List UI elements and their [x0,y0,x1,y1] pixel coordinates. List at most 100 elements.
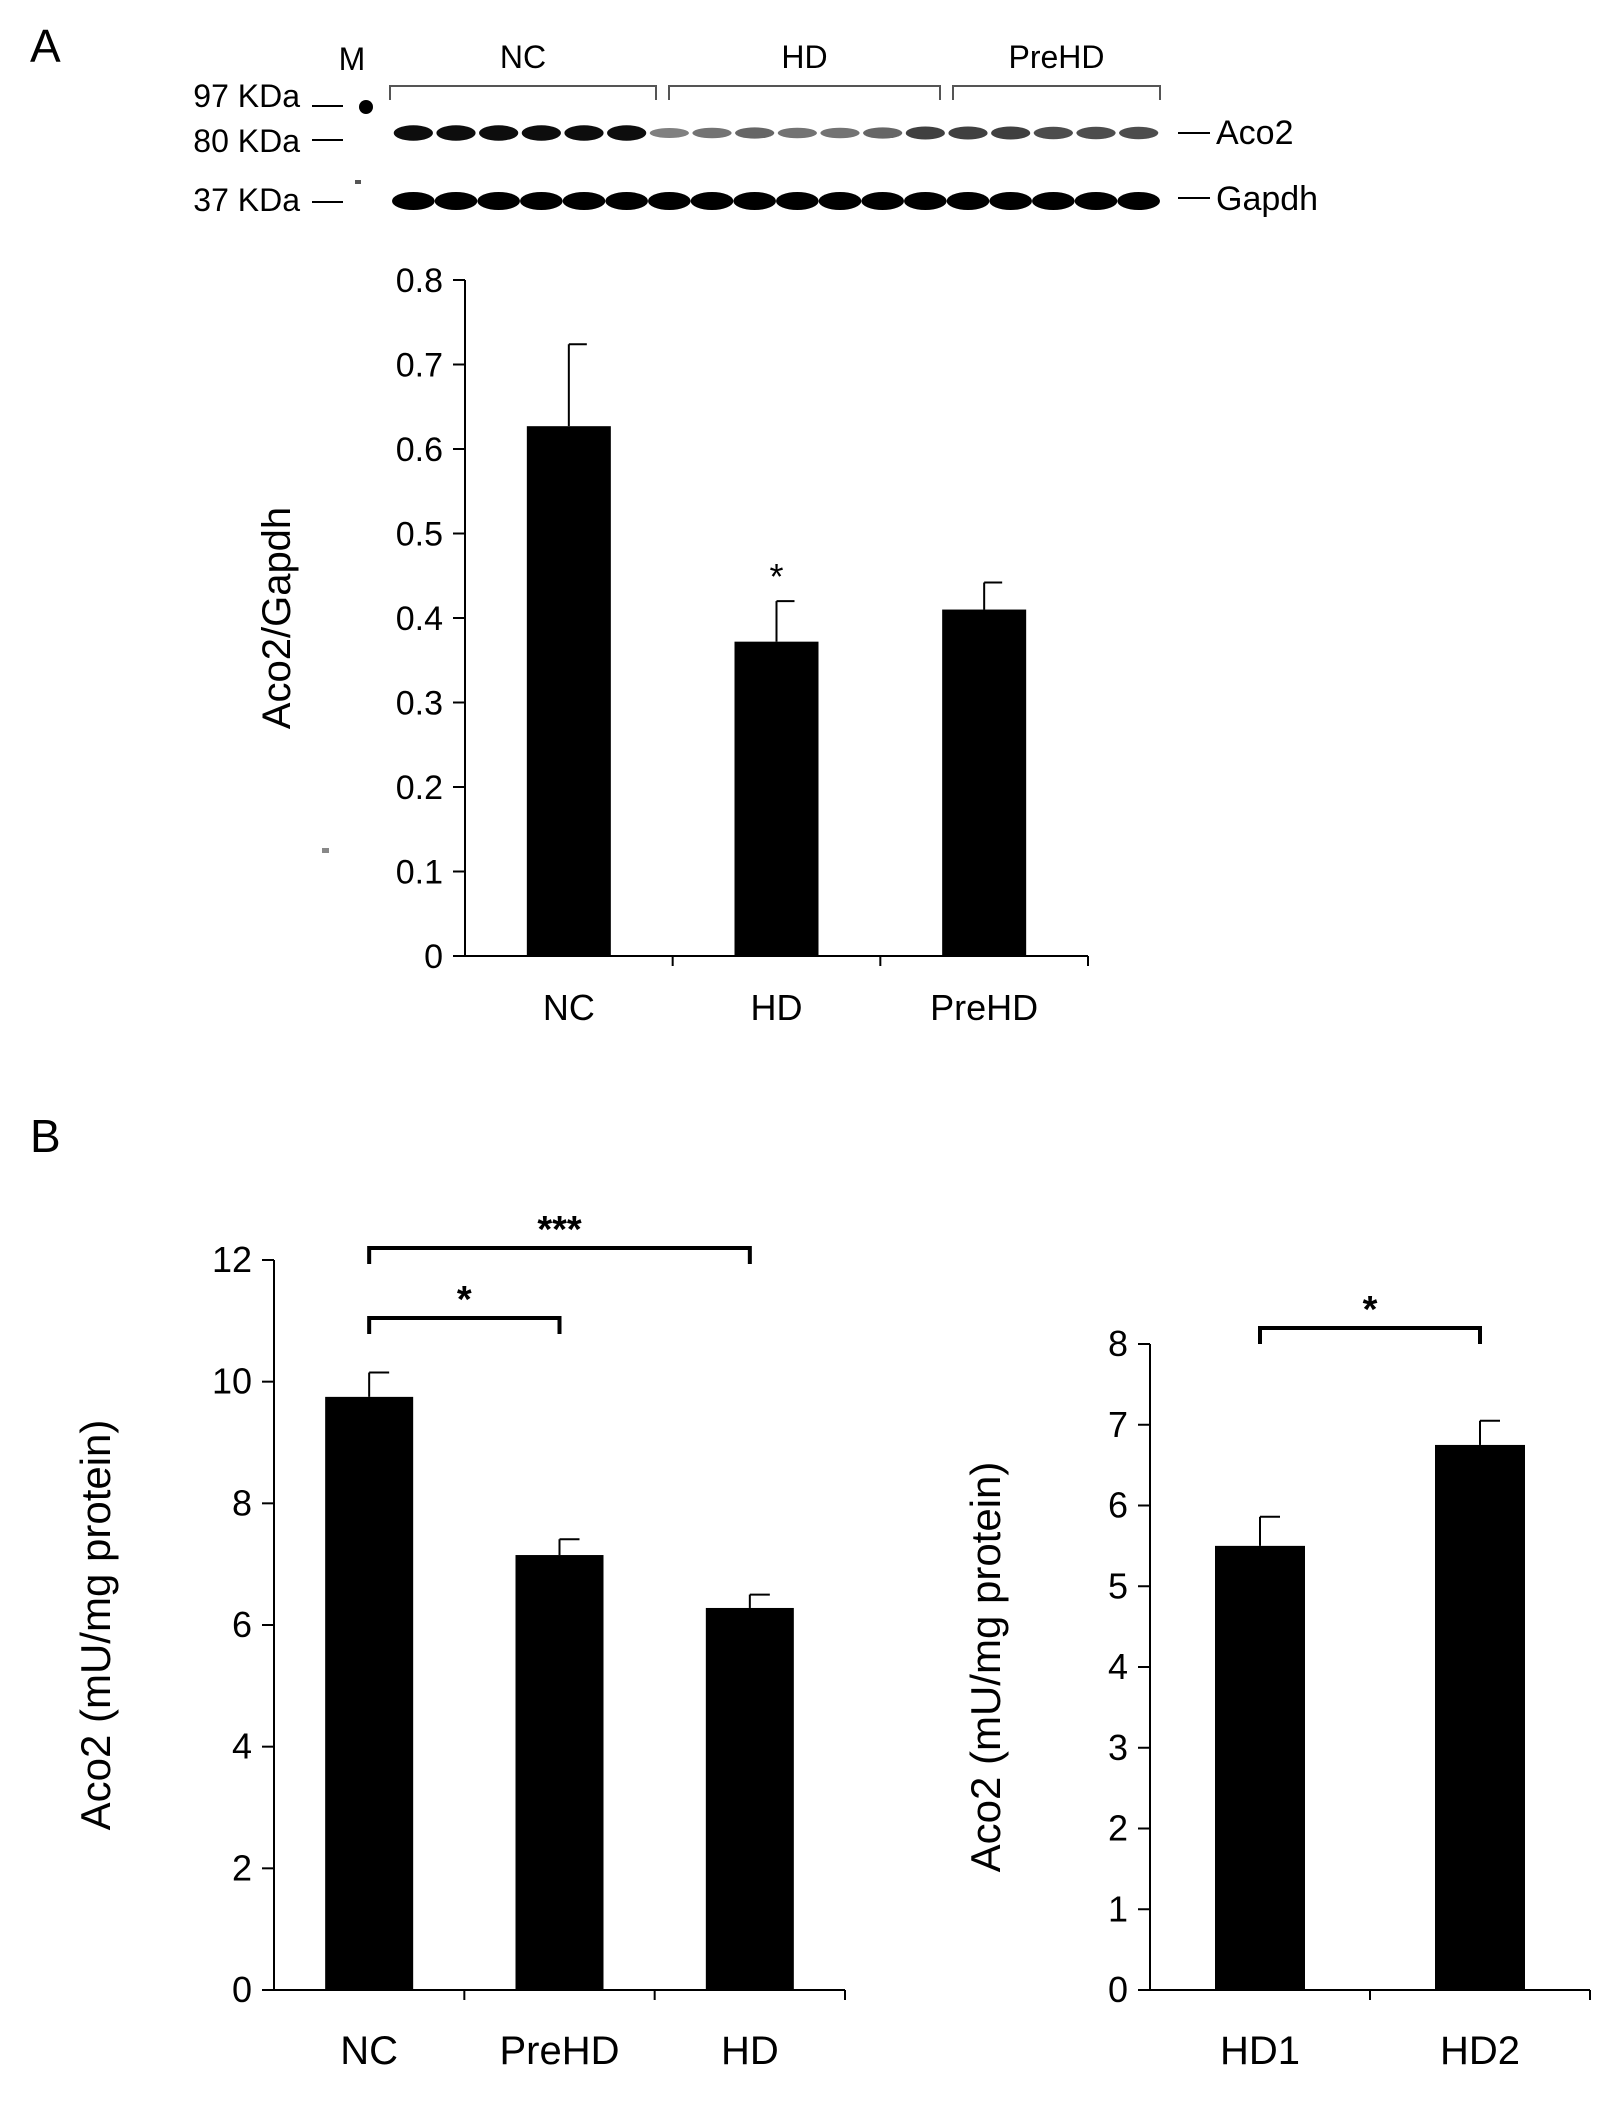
y-tick-label: 8 [232,1482,252,1523]
y-tick-label: 0 [232,1969,252,2010]
significance-marker: *** [537,1209,582,1251]
bar [734,641,819,956]
y-tick-label: 5 [1108,1565,1128,1606]
blot-band-aco2 [863,127,903,139]
marker-speck [355,180,361,184]
blot-band-gapdh [1032,192,1075,210]
y-tick-label: 0.3 [396,685,443,723]
significance-marker: * [457,1279,472,1321]
y-tick-label: 0 [424,938,443,976]
category-label: PreHD [499,2029,619,2073]
western-blot: M 97 KDa 80 KDa 37 KDa NC HD PreHD Aco2 Ga… [193,39,1318,218]
y-tick-label: 0.7 [396,347,443,385]
category-label: HD2 [1440,2029,1520,2073]
y-tick-label: 6 [1108,1485,1128,1526]
blot-band-gapdh [989,192,1032,210]
blot-band-gapdh [520,192,563,210]
blot-band-gapdh [392,192,435,210]
y-tick-label: 0.6 [396,431,443,469]
marker-label-97: 97 KDa [193,78,300,114]
blot-band-aco2 [1119,126,1159,140]
blot-band-gapdh [477,192,520,210]
blot-band-gapdh [605,192,649,210]
y-tick-label: 4 [232,1726,252,1767]
category-label: HD [721,2029,779,2073]
blot-band-gapdh [648,192,691,210]
y-tick-label: 12 [212,1239,252,1280]
chart-a-aco2-gapdh: 0 0.1 0.2 0.3 0.4 0.5 0.6 0.7 0.8 Aco2/Gapdh NC * HD… [255,262,1089,1028]
blot-band-gapdh [434,192,478,210]
bar [526,426,611,956]
blot-band-aco2 [393,125,433,141]
blot-band-gapdh [946,192,990,210]
blot-band-gapdh [818,192,862,210]
blot-group-label: PreHD [1008,39,1104,75]
blot-band-gapdh [904,192,947,210]
bar [515,1555,604,1990]
blot-group-bracket [952,85,1161,100]
marker-label-37: 37 KDa [193,182,300,218]
blot-band-aco2 [649,128,689,138]
category-label: HD [751,987,803,1028]
y-tick-label: 8 [1108,1323,1128,1364]
blot-group-label: HD [781,39,827,75]
blot-group-bracket [389,85,657,100]
significance-marker: * [769,556,783,597]
marker-label-80: 80 KDa [193,123,300,159]
blot-band-gapdh [690,192,734,210]
blot-band-aco2 [991,126,1031,140]
bar [1435,1444,1525,1990]
blot-band-gapdh [733,192,777,210]
blot-band-aco2 [1033,126,1073,140]
y-tick-label: 3 [1108,1727,1128,1768]
marker-dot [359,100,373,114]
blot-band-aco2 [1076,126,1116,140]
blot-band-aco2 [948,126,988,140]
y-tick-label: 0.2 [396,769,443,807]
blot-band-aco2 [564,125,604,141]
y-tick-label: 2 [232,1847,252,1888]
category-label: HD1 [1220,2029,1300,2073]
y-tick-label: 6 [232,1604,252,1645]
significance-marker: * [1363,1289,1378,1331]
blot-band-aco2 [905,126,945,140]
y-tick-label: 0.4 [396,600,443,638]
blot-band-aco2 [735,127,775,139]
band-label-aco2: Aco2 [1216,114,1294,152]
blot-band-aco2 [607,125,647,141]
blot-band-gapdh [1074,192,1118,210]
y-tick-label: 4 [1108,1646,1128,1687]
blot-band-aco2 [521,125,561,141]
category-label: PreHD [930,987,1038,1028]
blot-band-aco2 [692,127,732,139]
blot-band-aco2 [820,127,860,139]
y-tick-label: 2 [1108,1808,1128,1849]
y-axis-label: Aco2 (mU/mg protein) [72,1420,119,1831]
category-label: NC [340,2029,398,2073]
y-tick-label: 0 [1108,1969,1128,2010]
y-tick-label: 7 [1108,1404,1128,1445]
significance-bracket [367,1316,562,1334]
blot-band-aco2 [777,127,817,139]
blot-group-bracket [668,85,941,100]
y-tick-label: 0.5 [396,516,443,554]
significance-bracket [367,1246,752,1264]
bar [705,1607,794,1990]
y-tick-label: 0.8 [396,262,443,300]
blot-band-gapdh [562,192,606,210]
blot-band-gapdh [861,192,905,210]
category-label: NC [543,987,595,1028]
y-tick-label: 0.1 [396,854,443,892]
band-label-gapdh: Gapdh [1216,180,1318,218]
panel-b-letter: B [30,1110,61,1162]
image-speck [322,848,329,853]
panel-a-letter: A [30,20,61,72]
bar [942,609,1027,956]
y-axis-label: Aco2 (mU/mg protein) [962,1462,1009,1873]
y-tick-label: 1 [1108,1888,1128,1929]
blot-band-gapdh [776,192,819,210]
chart-b-activity-hd: 0 1 2 3 4 5 6 7 8 Aco2 (mU/mg protein) HD1 HD2 * [962,1289,1591,2073]
blot-band-aco2 [436,125,476,141]
y-axis-label: Aco2/Gapdh [255,507,299,729]
